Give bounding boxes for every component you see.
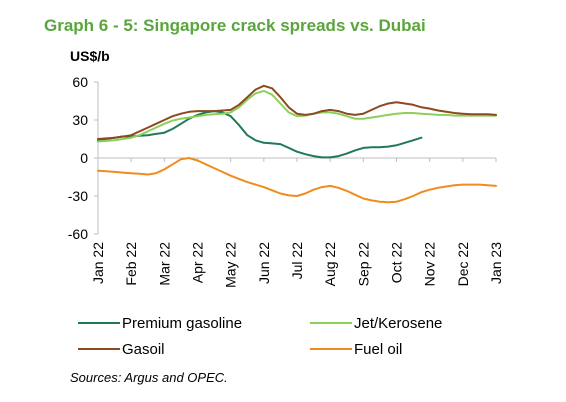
series-line-fuel-oil <box>97 157 497 204</box>
x-tick-label: Jan 22 <box>90 242 106 284</box>
chart-title: Graph 6 - 5: Singapore crack spreads vs.… <box>44 16 426 35</box>
legend-label-fuel-oil: Fuel oil <box>354 340 403 358</box>
x-tick-label: Nov 22 <box>422 242 438 287</box>
y-axis-unit-label: US$/b <box>70 48 110 64</box>
legend-swatch-jet-kerosene <box>310 322 352 324</box>
y-tick-label: 0 <box>80 150 88 166</box>
legend-swatch-premium-gasoline <box>78 322 120 324</box>
x-tick-label: Dec 22 <box>455 242 471 287</box>
legend-item-premium-gasoline: Premium gasoline <box>78 314 242 332</box>
x-tick-label: Oct 22 <box>389 242 405 283</box>
legend-item-fuel-oil: Fuel oil <box>310 340 402 358</box>
series-line-premium-gasoline <box>97 110 423 159</box>
x-tick-label: Jul 22 <box>289 242 305 280</box>
y-tick-label: -60 <box>68 226 88 242</box>
legend-item-jet-kerosene: Jet/Kerosene <box>310 314 442 332</box>
legend-label-premium-gasoline: Premium gasoline <box>122 314 243 332</box>
legend-swatch-gasoil <box>78 348 120 350</box>
legend-swatch-fuel-oil <box>310 348 352 350</box>
legend-label-gasoil: Gasoil <box>122 340 165 358</box>
x-tick-label: Mar 22 <box>156 242 172 286</box>
source-note: Sources: Argus and OPEC. <box>70 370 228 385</box>
x-tick-label: Sep 22 <box>355 242 371 287</box>
x-tick-label: Feb 22 <box>123 242 139 286</box>
x-tick-label: Jun 22 <box>256 242 272 284</box>
legend-label-jet-kerosene: Jet/Kerosene <box>354 314 443 332</box>
x-tick-label: Aug 22 <box>322 242 338 287</box>
series-line-jet-kerosene <box>97 89 497 143</box>
x-tick-label: Apr 22 <box>190 242 206 283</box>
x-tick-label: Jan 23 <box>488 242 504 284</box>
legend-item-gasoil: Gasoil <box>78 340 165 358</box>
y-tick-label: -30 <box>68 188 88 204</box>
y-tick-label: 30 <box>72 112 88 128</box>
series-line-gasoil <box>97 84 497 140</box>
y-tick-label: 60 <box>72 74 88 90</box>
x-tick-label: May 22 <box>223 242 239 288</box>
